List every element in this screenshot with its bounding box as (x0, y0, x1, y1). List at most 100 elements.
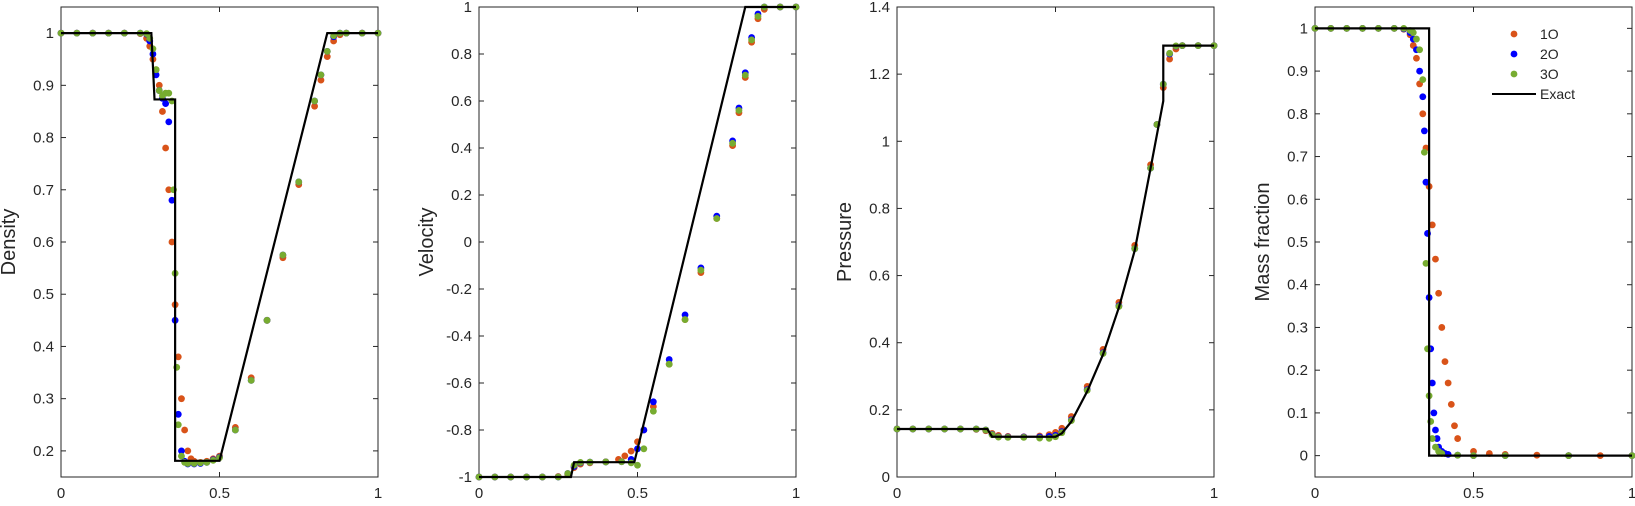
data-point-3O (1420, 148, 1428, 156)
data-point-1O (162, 144, 170, 152)
x-tick-label: 1 (1628, 485, 1635, 502)
data-point-3O (564, 470, 572, 477)
data-point-3O (741, 71, 749, 79)
axes-box (60, 6, 379, 478)
data-point-3O (665, 360, 673, 368)
data-point-2O (165, 118, 173, 126)
panel-4: 0 0.5 1 0 0.1 0.2 0.3 0.4 0.5 0.6 0.7 0.8 0.9 1 Mass f… (1252, 6, 1635, 502)
data-point-1O (311, 102, 318, 110)
series-Exact (479, 5, 796, 479)
x-tick-label: 1 (374, 485, 382, 502)
data-point-2O (665, 356, 673, 363)
series-1O (1311, 24, 1635, 460)
data-point-1O (317, 76, 325, 84)
data-point-2O (1430, 409, 1438, 417)
y-tick-label: 0.2 (33, 443, 54, 460)
data-point-1O (178, 395, 185, 403)
series-3O (1311, 24, 1635, 460)
data-point-2O (1433, 435, 1441, 442)
data-point-1O (1428, 221, 1436, 229)
y-tick-label: -1 (459, 469, 472, 486)
y-tick-label: 0.3 (1287, 319, 1308, 336)
series-2O (475, 3, 800, 481)
y-tick-label: 0 (464, 234, 472, 251)
series-2O (893, 42, 1218, 441)
x-tick-label: 0 (57, 485, 65, 502)
data-point-2O (681, 311, 689, 319)
data-point-1O (1432, 255, 1439, 263)
y-tick-label: 0.6 (451, 93, 472, 110)
data-point-1O (168, 238, 176, 246)
data-point-3O (729, 139, 736, 147)
series-1O (475, 3, 800, 481)
x-tick-label: 0 (475, 485, 483, 502)
data-point-1O (627, 447, 635, 455)
data-point-3O (640, 445, 648, 453)
x-tick-label: 0.5 (1045, 485, 1066, 502)
data-point-3O (649, 407, 657, 415)
y-tick-label: 1 (46, 25, 54, 42)
data-point-2O (162, 100, 170, 108)
data-point-2O (1416, 67, 1424, 75)
data-point-2O (174, 410, 182, 418)
legend-label: 3O (1540, 66, 1559, 82)
data-point-3O (178, 452, 185, 460)
y-tick-label: 0.8 (1287, 106, 1308, 123)
data-point-2O (1419, 93, 1427, 101)
series-Exact (897, 44, 1214, 438)
exact-line (479, 5, 796, 479)
series-2O (1311, 24, 1635, 460)
data-point-3O (754, 13, 762, 20)
data-point-3O (247, 376, 255, 384)
series-3O (893, 42, 1218, 442)
panel-2: 0 0.5 1 -1 -0.8 -0.6 -0.4 -0.2 0 0.2 0.4 0.6 0.8 1 Vel… (416, 0, 800, 502)
data-point-2O (168, 196, 176, 204)
x-tick-label: 0.5 (1463, 485, 1484, 502)
legend-marker-2O (1510, 50, 1518, 58)
data-point-2O (1428, 379, 1436, 387)
data-point-3O (1419, 76, 1427, 84)
y-tick-label: 0 (882, 469, 890, 486)
y-axis-label: Pressure (834, 202, 856, 282)
data-point-1O (1441, 358, 1449, 366)
y-tick-label: 0.4 (451, 140, 472, 157)
y-tick-label: 0.5 (1287, 234, 1308, 251)
data-point-3O (1422, 259, 1430, 267)
series-Exact (1315, 27, 1632, 457)
series-1O (893, 42, 1218, 441)
data-point-1O (1444, 379, 1452, 387)
data-point-1O (1166, 55, 1174, 63)
y-tick-label: 1 (882, 133, 890, 150)
y-tick-label: 0.8 (869, 200, 890, 217)
y-tick-label: 0.2 (869, 402, 890, 419)
y-tick-label: 0.4 (33, 338, 54, 355)
data-point-1O (155, 81, 163, 89)
y-tick-label: 0.5 (33, 286, 54, 303)
y-tick-label: 0.7 (33, 182, 54, 199)
data-point-3O (152, 66, 160, 74)
legend-label: Exact (1540, 86, 1575, 102)
y-tick-label: 1.2 (869, 66, 890, 83)
x-tick-label: 0 (893, 485, 901, 502)
y-tick-label: -0.2 (446, 281, 472, 298)
data-point-1O (165, 186, 173, 194)
data-point-1O (174, 353, 182, 361)
data-point-2O (649, 398, 657, 406)
panel-3: 0 0.5 1 0 0.2 0.4 0.6 0.8 1 1.2 1.4 Pressure (834, 0, 1218, 502)
data-point-2O (1432, 426, 1439, 434)
legend-label: 1O (1540, 26, 1559, 42)
data-point-3O (697, 266, 705, 274)
data-point-3O (165, 89, 173, 97)
data-point-1O (323, 53, 331, 61)
data-point-3O (317, 71, 325, 79)
exact-line (1315, 27, 1632, 457)
y-tick-label: 0.9 (33, 77, 54, 94)
data-point-3O (748, 36, 756, 44)
axes-box (896, 6, 1215, 478)
data-point-3O (295, 178, 303, 186)
legend-marker-3O (1510, 70, 1518, 78)
y-tick-label: 0.3 (33, 391, 54, 408)
y-tick-label: 0.6 (1287, 191, 1308, 208)
x-tick-label: 0.5 (627, 485, 648, 502)
data-point-3O (155, 87, 163, 94)
